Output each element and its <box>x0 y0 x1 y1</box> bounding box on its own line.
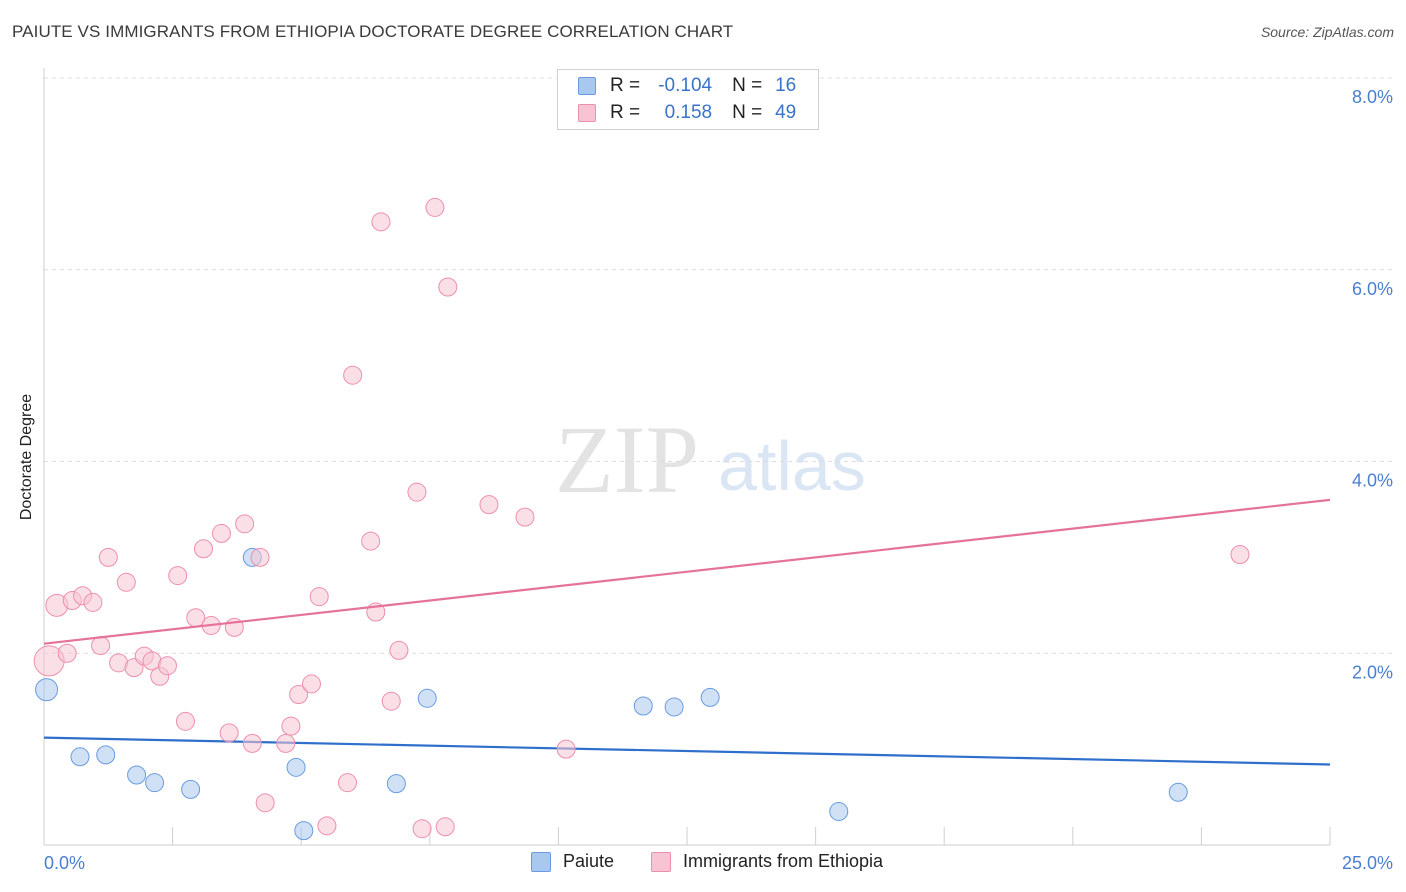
n-label: N = <box>732 102 763 123</box>
data-point <box>309 587 329 607</box>
y-tick-label-0: 2.0% <box>1352 662 1393 682</box>
trend-line-0 <box>43 736 1331 766</box>
r-label: R = <box>610 75 641 96</box>
data-point <box>35 678 59 702</box>
legend-swatch-paiute <box>531 851 551 872</box>
legend-row-ethiopia: R = 0.158 N = 49 <box>578 101 796 125</box>
data-point <box>157 656 177 676</box>
legend-label-ethiopia: Immigrants from Ethiopia <box>683 851 884 871</box>
legend-label-paiute: Paiute <box>563 851 615 871</box>
data-point <box>407 482 427 502</box>
n-value: 16 <box>775 75 797 96</box>
data-point <box>479 495 499 515</box>
data-point <box>337 773 357 793</box>
data-point <box>57 643 77 663</box>
data-point <box>289 684 309 704</box>
legend-swatch-paiute <box>578 77 596 95</box>
r-value: -0.104 <box>658 75 713 96</box>
source-credit: Source: ZipAtlas.com <box>1260 24 1394 40</box>
data-point <box>361 531 381 551</box>
x-tick-label-max: 25.0% <box>1342 853 1393 873</box>
data-point <box>70 747 90 767</box>
data-point <box>371 212 391 232</box>
data-point <box>168 566 188 586</box>
data-point <box>664 697 684 717</box>
data-point <box>98 547 118 567</box>
data-point <box>175 711 195 731</box>
grid-lines <box>44 77 1392 654</box>
data-point <box>386 774 406 794</box>
y-tick-label-2: 6.0% <box>1352 279 1393 299</box>
data-point <box>235 514 255 534</box>
watermark-atlas: atlas <box>718 427 866 505</box>
data-point <box>250 547 270 567</box>
n-value: 49 <box>775 102 797 123</box>
data-point <box>438 277 458 297</box>
legend-swatch-ethiopia <box>578 104 596 122</box>
n-label: N = <box>732 75 763 96</box>
x-tick-label-min: 0.0% <box>44 853 85 873</box>
series-0 <box>35 547 1331 841</box>
correlation-legend: R = -0.104 N = 16 R = 0.158 N = 49 <box>557 69 819 130</box>
legend-swatch-ethiopia <box>651 851 671 872</box>
data-point <box>515 507 535 527</box>
legend-item-paiute: Paiute <box>531 851 614 872</box>
legend-item-ethiopia: Immigrants from Ethiopia <box>651 851 883 872</box>
data-point <box>389 640 409 660</box>
series-legend: Paiute Immigrants from Ethiopia <box>0 851 1406 877</box>
data-point <box>127 765 147 785</box>
data-point <box>425 197 445 217</box>
data-point <box>96 745 116 765</box>
y-tick-labels: 2.0% 4.0% 6.0% 8.0% <box>1352 87 1393 682</box>
data-point <box>633 696 653 716</box>
data-point <box>700 687 720 707</box>
data-point <box>91 636 111 656</box>
y-tick-label-3: 8.0% <box>1352 87 1393 107</box>
data-point <box>276 733 296 753</box>
data-point <box>317 816 337 836</box>
data-point <box>242 733 262 753</box>
data-point <box>255 793 275 813</box>
data-point <box>412 819 432 839</box>
data-point <box>417 688 437 708</box>
data-point <box>83 592 103 612</box>
data-point <box>829 801 849 821</box>
data-point <box>286 757 306 777</box>
data-point <box>343 365 363 385</box>
watermark-zip: ZIP <box>555 406 699 513</box>
data-point <box>381 691 401 711</box>
data-point <box>193 539 213 559</box>
data-point <box>1168 782 1188 802</box>
data-point <box>116 572 136 592</box>
r-value: 0.158 <box>664 102 713 123</box>
data-point <box>556 739 576 759</box>
data-point <box>435 817 455 837</box>
data-point <box>1230 544 1250 564</box>
series-1 <box>33 197 1331 839</box>
data-point <box>211 523 231 543</box>
data-point <box>281 716 301 736</box>
series-layer <box>33 197 1331 841</box>
data-point <box>145 773 165 793</box>
trend-line-1 <box>43 498 1331 645</box>
data-point <box>219 723 239 743</box>
y-tick-label-1: 4.0% <box>1352 471 1393 491</box>
data-point <box>181 779 201 799</box>
legend-row-paiute: R = -0.104 N = 16 <box>578 74 796 98</box>
data-point <box>301 674 321 694</box>
r-label: R = <box>610 102 641 123</box>
data-point <box>294 821 314 841</box>
chart-title: PAIUTE VS IMMIGRANTS FROM ETHIOPIA DOCTO… <box>12 22 734 41</box>
